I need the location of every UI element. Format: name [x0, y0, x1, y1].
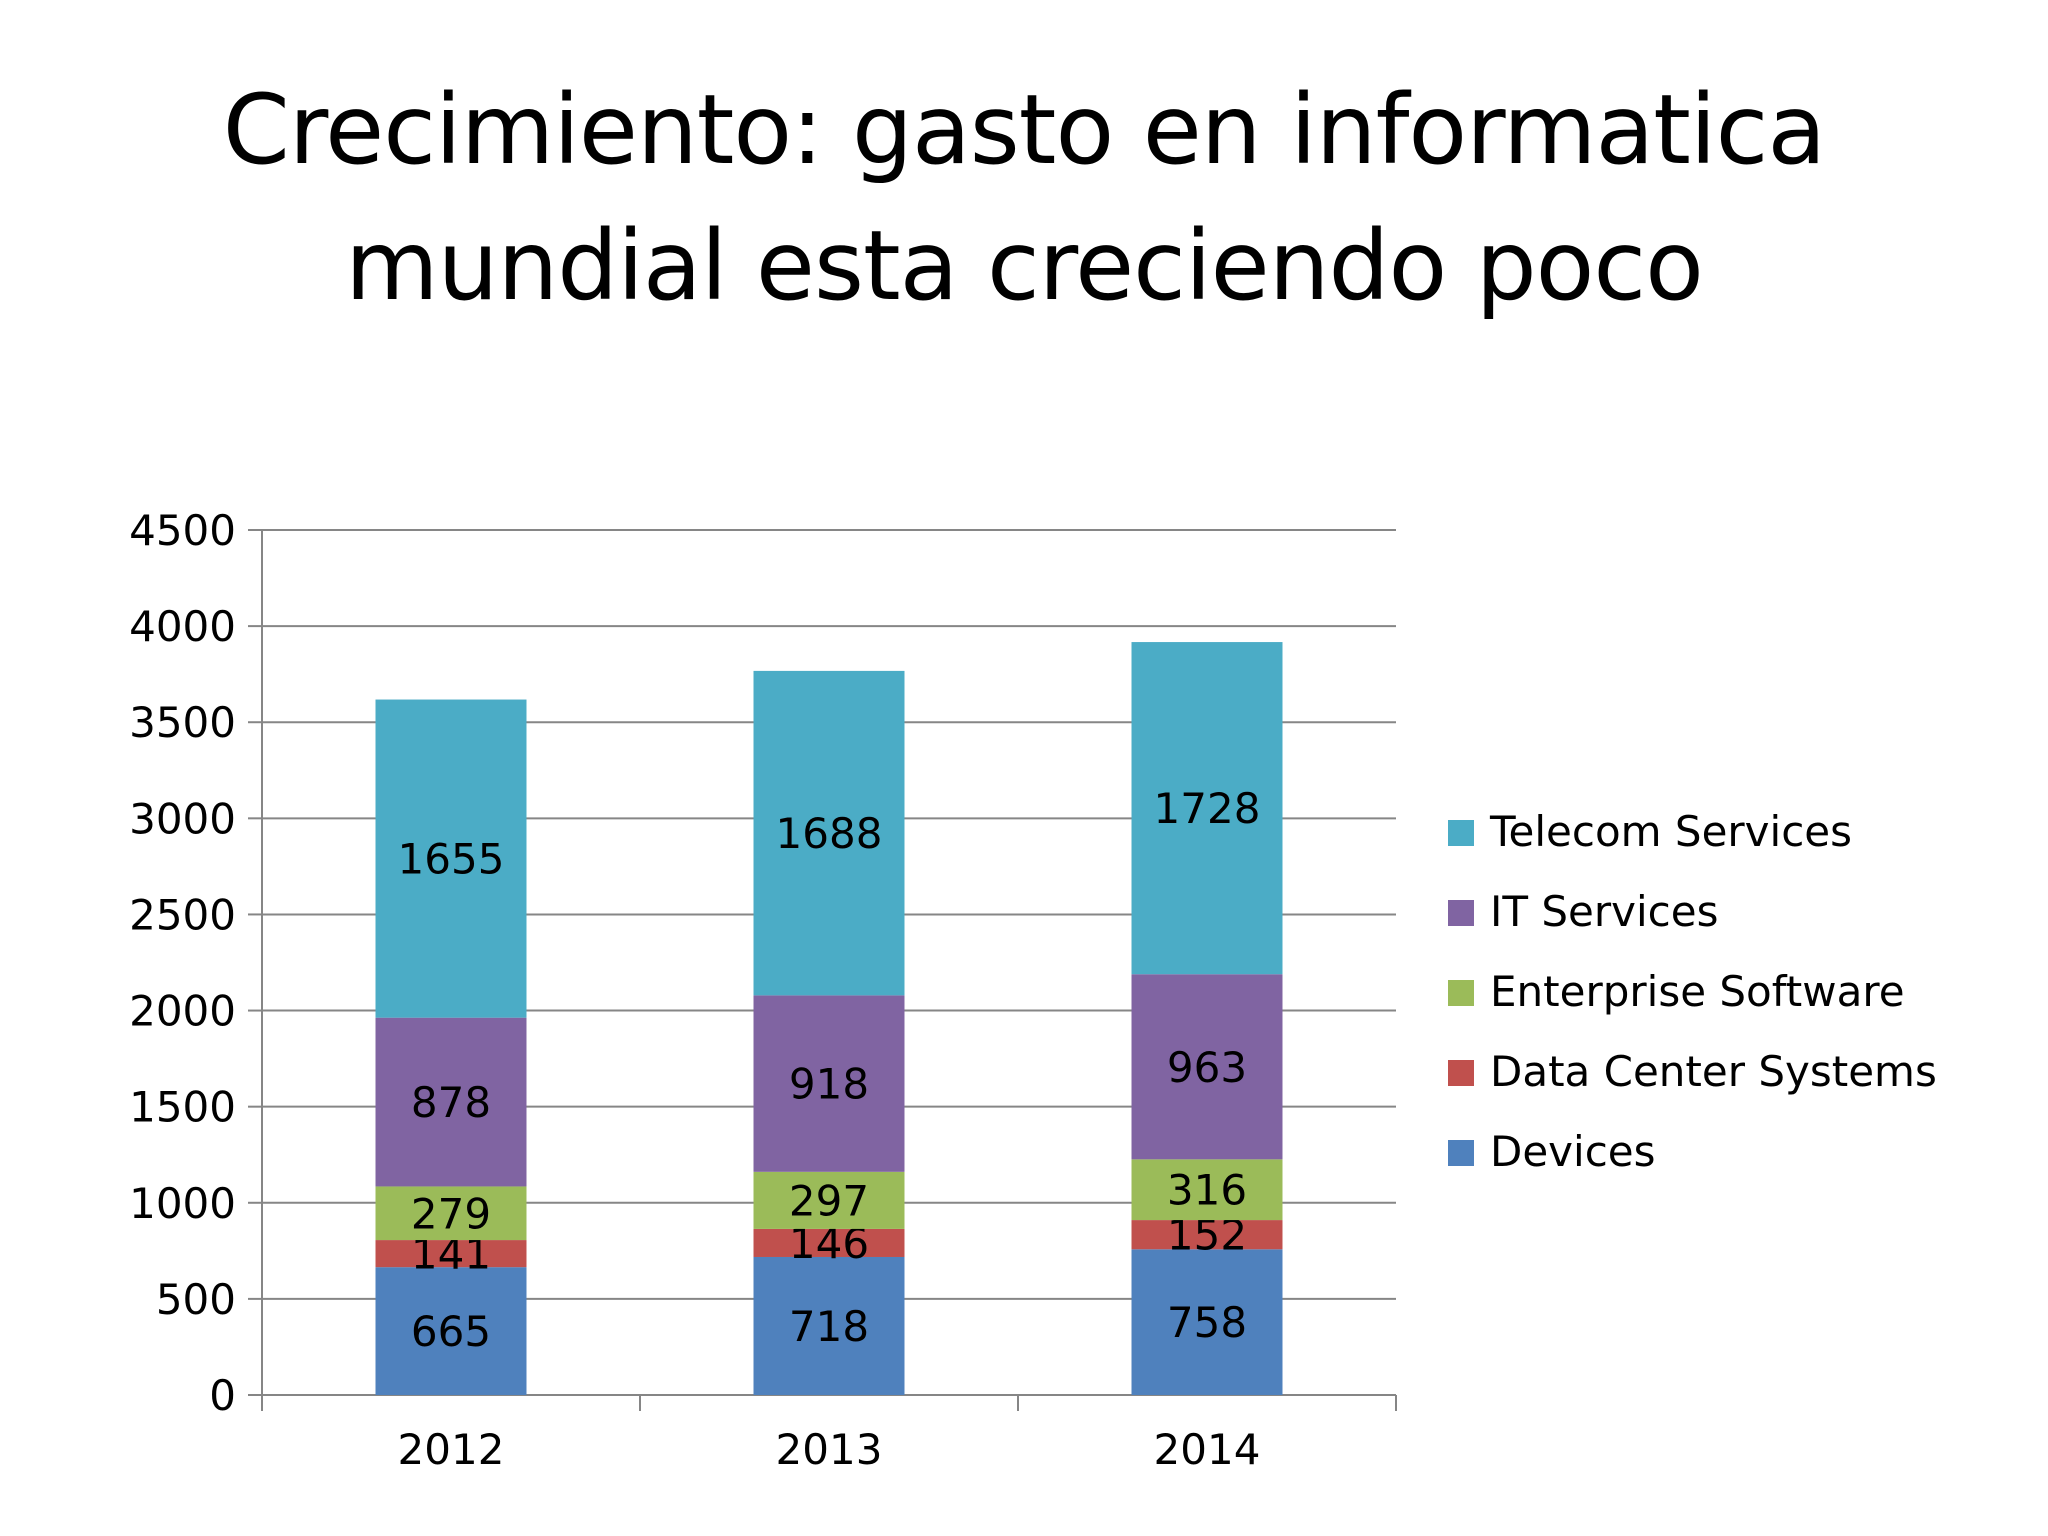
y-tick-label-4000: 4000 [129, 602, 236, 651]
bar-data-center-systems-2014 [1131, 1220, 1283, 1250]
data-label-devices-2013: 718 [789, 1302, 869, 1351]
y-tick-label-1000: 1000 [129, 1179, 236, 1228]
legend-swatch-data-center-systems [1448, 1060, 1474, 1086]
bar-it-services-2014 [1131, 974, 1283, 1160]
y-tick-label-2500: 2500 [129, 890, 236, 939]
legend-label-it-services: IT Services [1490, 887, 1719, 936]
legend-label-telecom-services: Telecom Services [1489, 807, 1852, 856]
bar-telecom-services-2014 [1131, 642, 1283, 975]
legend-label-enterprise-software: Enterprise Software [1490, 967, 1905, 1016]
bar-it-services-2013 [753, 995, 905, 1172]
bar-enterprise-software-2014 [1131, 1159, 1283, 1221]
bar-enterprise-software-2012 [375, 1186, 527, 1241]
y-tick-label-0: 0 [209, 1371, 236, 1420]
data-label-devices-2012: 665 [411, 1307, 491, 1356]
data-label-enterprise-software-2013: 297 [789, 1176, 869, 1225]
legend-swatch-devices [1448, 1140, 1474, 1166]
y-tick-label-500: 500 [156, 1275, 236, 1324]
data-label-enterprise-software-2012: 279 [411, 1189, 491, 1238]
bar-telecom-services-2012 [375, 699, 527, 1018]
bar-data-center-systems-2012 [375, 1240, 527, 1268]
legend-label-devices: Devices [1490, 1127, 1656, 1176]
legend-label-data-center-systems: Data Center Systems [1490, 1047, 1937, 1096]
data-label-telecom-services-2013: 1688 [776, 809, 883, 858]
bar-telecom-services-2013 [753, 670, 905, 996]
data-label-it-services-2013: 918 [789, 1060, 869, 1109]
data-label-devices-2014: 758 [1167, 1298, 1247, 1347]
legend-swatch-enterprise-software [1448, 980, 1474, 1006]
y-tick-label-3500: 3500 [129, 698, 236, 747]
y-tick-label-3000: 3000 [129, 794, 236, 843]
data-label-enterprise-software-2014: 316 [1167, 1166, 1247, 1215]
slide-title-line-2: mundial esta creciendo poco [345, 210, 1704, 322]
x-category-label-2013: 2013 [776, 1425, 883, 1474]
legend-swatch-it-services [1448, 900, 1474, 926]
y-tick-label-4500: 4500 [129, 506, 236, 555]
bar-it-services-2012 [375, 1017, 527, 1187]
slide-title-line-1: Crecimiento: gasto en informatica [222, 74, 1826, 186]
legend-swatch-telecom-services [1448, 820, 1474, 846]
data-label-it-services-2012: 878 [411, 1078, 491, 1127]
data-label-telecom-services-2012: 1655 [398, 835, 505, 884]
bar-devices-2013 [753, 1256, 905, 1395]
bar-enterprise-software-2013 [753, 1171, 905, 1229]
bar-data-center-systems-2013 [753, 1228, 905, 1257]
bar-devices-2012 [375, 1267, 527, 1395]
data-label-it-services-2014: 963 [1167, 1043, 1247, 1092]
bar-devices-2014 [1131, 1249, 1283, 1395]
slide-title: Crecimiento: gasto en informatica mundia… [0, 62, 2048, 334]
data-label-telecom-services-2014: 1728 [1154, 784, 1261, 833]
x-category-label-2012: 2012 [398, 1425, 505, 1474]
y-tick-label-1500: 1500 [129, 1083, 236, 1132]
y-tick-label-2000: 2000 [129, 987, 236, 1036]
x-category-label-2014: 2014 [1154, 1425, 1261, 1474]
